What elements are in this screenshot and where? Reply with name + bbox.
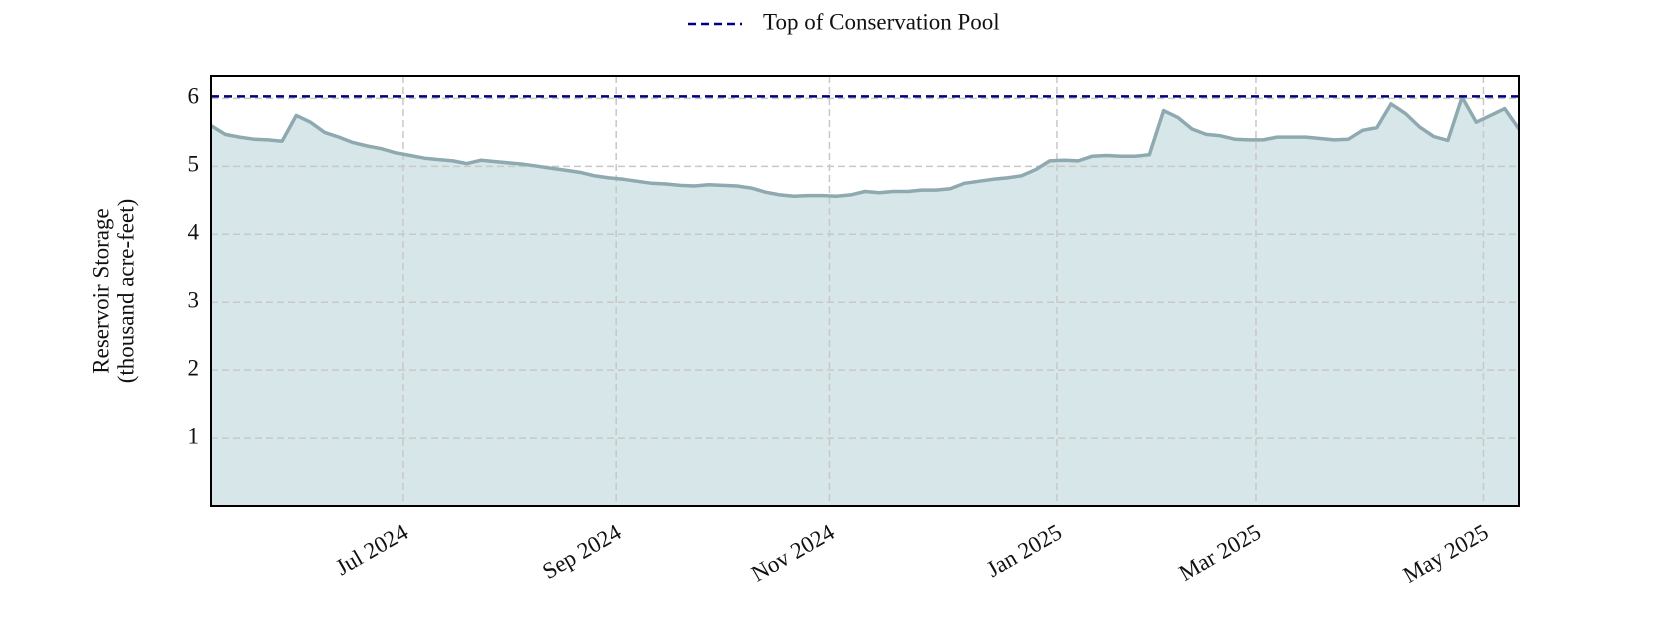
y-tick-label: 2 [188,355,200,380]
line-layer [210,95,1521,198]
y-axis-label: Reservoir Storage [88,208,113,373]
y-tick-label: 6 [188,84,200,109]
x-tick-label: Nov 2024 [747,519,839,587]
grid-layer [211,76,1519,506]
x-tick-label: Jul 2024 [332,519,413,580]
x-tick-label: Jan 2025 [982,519,1066,582]
x-tick-label: May 2025 [1399,519,1493,588]
plot-frame [210,75,1520,507]
y-axis-label: (thousand acre-feet) [113,199,138,384]
x-tick-label: Mar 2025 [1175,519,1266,586]
y-tick-label: 1 [188,423,200,448]
series-line [210,95,1521,198]
legend-label: Top of Conservation Pool [763,9,1000,34]
y-tick-label: 3 [188,287,200,312]
y-tick-label: 4 [188,220,200,245]
y-tick-label: 5 [188,152,200,177]
x-tick-label: Sep 2024 [538,519,626,584]
